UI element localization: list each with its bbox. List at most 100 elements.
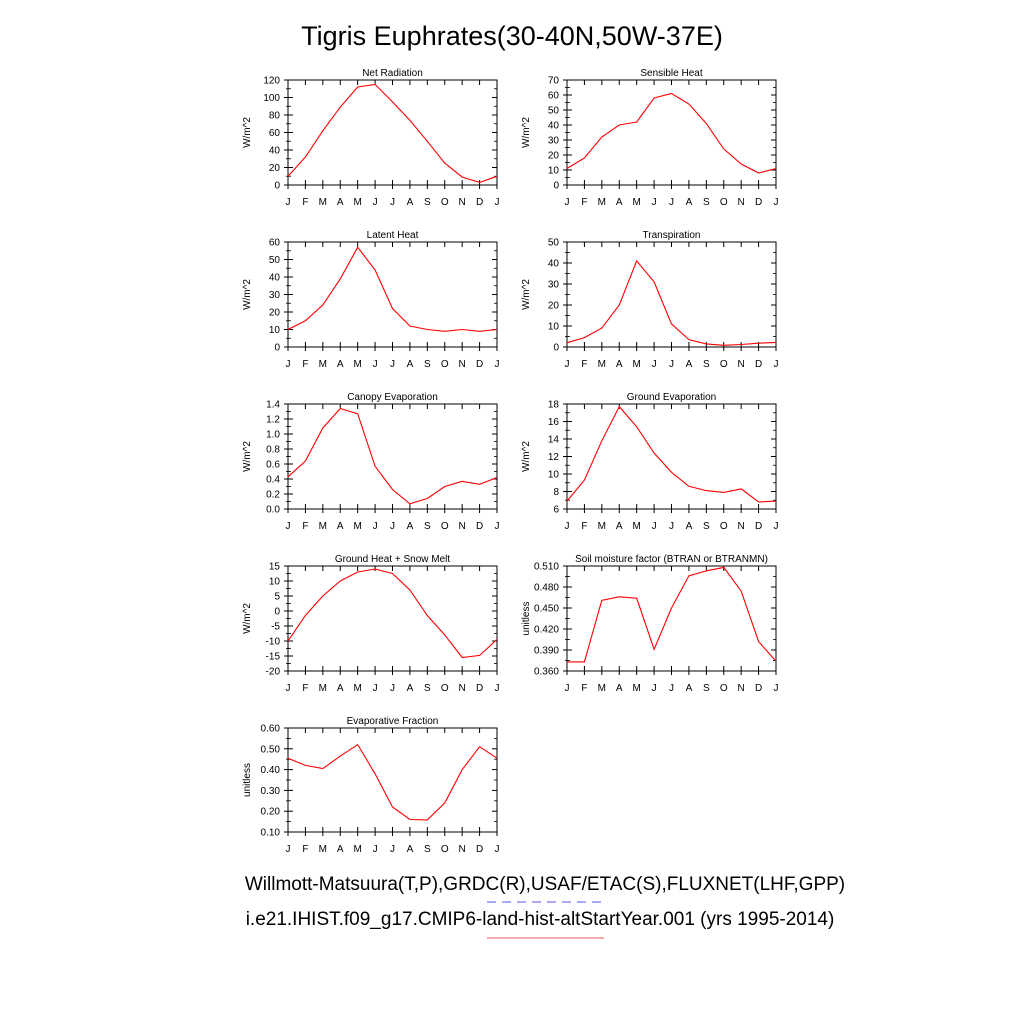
x-tick-label: F <box>302 521 308 532</box>
y-tick-label: -15 <box>266 652 281 663</box>
x-tick-label: A <box>616 197 623 208</box>
x-tick-label: A <box>337 197 344 208</box>
x-tick-label: O <box>441 844 449 855</box>
x-tick-label: A <box>337 844 344 855</box>
x-tick-label: M <box>353 521 361 532</box>
x-tick-label: F <box>302 683 308 694</box>
series-line <box>566 92 777 174</box>
x-tick-label: J <box>565 359 570 370</box>
x-tick-label: M <box>319 521 327 532</box>
y-tick-label: 60 <box>548 91 560 102</box>
y-tick-label: 80 <box>269 111 281 122</box>
series-line <box>287 407 498 505</box>
x-tick-label: N <box>738 683 745 694</box>
x-tick-label: O <box>720 521 728 532</box>
y-tick-label: 100 <box>263 93 280 104</box>
x-tick-label: A <box>337 359 344 370</box>
x-tick-label: J <box>669 683 674 694</box>
x-tick-label: A <box>616 359 623 370</box>
chart-title: Ground Evaporation <box>627 392 717 403</box>
x-tick-label: N <box>459 683 466 694</box>
x-tick-label: J <box>565 521 570 532</box>
x-tick-label: J <box>774 197 779 208</box>
series-line <box>287 246 498 332</box>
x-tick-label: A <box>616 521 623 532</box>
x-tick-label: J <box>669 359 674 370</box>
x-tick-label: D <box>476 844 483 855</box>
x-tick-label: A <box>407 359 414 370</box>
y-tick-label: 0.8 <box>266 445 280 456</box>
y-tick-label: 40 <box>548 259 560 270</box>
y-tick-label: 15 <box>269 562 281 573</box>
y-tick-label: 30 <box>548 280 560 291</box>
plot-frame <box>287 565 498 672</box>
x-tick-label: D <box>476 521 483 532</box>
chart-title: Ground Heat + Snow Melt <box>335 554 451 565</box>
x-tick-label: D <box>476 197 483 208</box>
x-tick-label: J <box>495 197 500 208</box>
plot-frame <box>566 241 777 348</box>
y-axis-label: W/m^2 <box>521 441 532 472</box>
y-tick-label: -5 <box>271 622 280 633</box>
x-tick-label: M <box>632 521 640 532</box>
x-tick-label: D <box>755 521 762 532</box>
chart-title: Soil moisture factor (BTRAN or BTRANMN) <box>575 554 768 565</box>
series-line <box>287 83 498 183</box>
y-tick-label: 5 <box>274 592 280 603</box>
x-tick-label: M <box>598 683 606 694</box>
x-tick-label: J <box>390 359 395 370</box>
figure-title: Tigris Euphrates(30-40N,50W-37E) <box>301 21 723 51</box>
y-tick-label: 1.2 <box>266 415 280 426</box>
x-tick-label: O <box>441 359 449 370</box>
x-tick-label: O <box>441 683 449 694</box>
x-tick-label: J <box>669 521 674 532</box>
x-tick-label: A <box>686 197 693 208</box>
x-tick-label: J <box>495 683 500 694</box>
x-tick-label: A <box>407 844 414 855</box>
x-tick-label: J <box>390 844 395 855</box>
y-tick-label: 0.0 <box>266 505 280 516</box>
x-tick-label: M <box>319 197 327 208</box>
x-tick-label: D <box>755 197 762 208</box>
y-tick-label: 0 <box>274 181 280 192</box>
x-tick-label: A <box>407 521 414 532</box>
y-axis-label: W/m^2 <box>521 117 532 148</box>
y-tick-label: 10 <box>269 325 281 336</box>
y-axis-label: unitless <box>521 602 532 636</box>
y-tick-label: 40 <box>548 121 560 132</box>
x-tick-label: M <box>598 521 606 532</box>
x-tick-label: D <box>476 359 483 370</box>
y-tick-label: 1.4 <box>266 400 280 411</box>
y-tick-label: 18 <box>548 400 560 411</box>
y-tick-label: 1.0 <box>266 430 280 441</box>
x-tick-label: O <box>441 197 449 208</box>
x-tick-label: D <box>755 359 762 370</box>
x-tick-label: J <box>390 683 395 694</box>
y-axis-label: W/m^2 <box>242 117 253 148</box>
x-tick-label: N <box>738 521 745 532</box>
x-tick-label: J <box>373 359 378 370</box>
y-tick-label: 0 <box>274 343 280 354</box>
x-tick-label: J <box>286 359 291 370</box>
x-tick-label: S <box>424 521 431 532</box>
y-tick-label: 0.20 <box>261 807 281 818</box>
series-line <box>287 568 498 659</box>
x-tick-label: O <box>720 683 728 694</box>
x-tick-label: A <box>337 683 344 694</box>
y-tick-label: 0.510 <box>534 562 559 573</box>
y-tick-label: 0 <box>553 343 559 354</box>
series-line <box>566 405 777 503</box>
x-tick-label: M <box>353 683 361 694</box>
x-tick-label: J <box>286 683 291 694</box>
y-tick-label: 0.40 <box>261 765 281 776</box>
x-tick-label: J <box>286 844 291 855</box>
x-tick-label: M <box>632 683 640 694</box>
